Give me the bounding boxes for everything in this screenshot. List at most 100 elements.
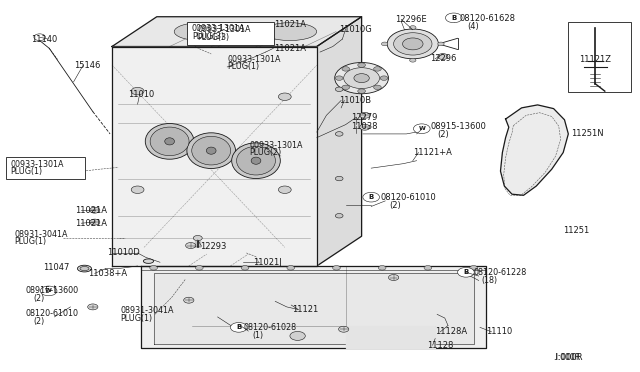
Ellipse shape xyxy=(164,138,175,145)
Ellipse shape xyxy=(174,23,228,41)
Ellipse shape xyxy=(335,76,343,80)
Text: 12279: 12279 xyxy=(351,113,377,122)
Ellipse shape xyxy=(335,176,343,181)
Polygon shape xyxy=(500,105,568,195)
Ellipse shape xyxy=(388,275,399,280)
Ellipse shape xyxy=(278,93,291,100)
Text: 00933-1301A: 00933-1301A xyxy=(10,160,64,169)
Text: 11110: 11110 xyxy=(486,327,513,336)
Ellipse shape xyxy=(342,85,349,90)
Ellipse shape xyxy=(438,54,448,60)
Text: 00933-1301A: 00933-1301A xyxy=(192,24,246,33)
Ellipse shape xyxy=(333,266,340,270)
Text: (18): (18) xyxy=(481,276,497,285)
Text: 08120-61028: 08120-61028 xyxy=(243,323,296,332)
Text: 08931-3041A: 08931-3041A xyxy=(120,306,174,315)
Ellipse shape xyxy=(88,304,98,310)
Text: PLUG(3): PLUG(3) xyxy=(197,33,229,42)
Ellipse shape xyxy=(187,133,236,169)
Ellipse shape xyxy=(241,266,249,270)
Text: 11128A: 11128A xyxy=(435,327,467,336)
Ellipse shape xyxy=(40,286,57,296)
Ellipse shape xyxy=(80,266,89,271)
Ellipse shape xyxy=(217,23,271,41)
Ellipse shape xyxy=(374,85,381,90)
Text: PLUG(1): PLUG(1) xyxy=(10,167,42,176)
Text: 11010G: 11010G xyxy=(339,25,372,34)
Ellipse shape xyxy=(77,265,92,272)
Ellipse shape xyxy=(335,87,343,92)
Ellipse shape xyxy=(438,42,444,46)
Text: 11251N: 11251N xyxy=(572,129,604,138)
Text: 11010: 11010 xyxy=(128,90,154,99)
Polygon shape xyxy=(346,326,435,348)
Ellipse shape xyxy=(378,266,386,270)
Text: B: B xyxy=(236,324,241,330)
Ellipse shape xyxy=(290,331,305,340)
FancyBboxPatch shape xyxy=(568,22,631,92)
Text: W: W xyxy=(419,126,425,131)
Text: 11140: 11140 xyxy=(31,35,57,44)
Ellipse shape xyxy=(335,62,388,94)
Polygon shape xyxy=(154,273,474,344)
Text: 12296: 12296 xyxy=(430,54,456,63)
Ellipse shape xyxy=(358,89,365,93)
Text: 11021J: 11021J xyxy=(253,258,282,267)
Ellipse shape xyxy=(131,87,144,95)
Text: B: B xyxy=(451,15,456,21)
Ellipse shape xyxy=(363,192,380,202)
Polygon shape xyxy=(112,17,362,46)
Ellipse shape xyxy=(143,259,154,263)
Ellipse shape xyxy=(131,186,144,193)
Ellipse shape xyxy=(145,124,194,159)
Ellipse shape xyxy=(184,297,194,303)
Ellipse shape xyxy=(360,112,370,118)
Text: PLUG(2): PLUG(2) xyxy=(250,148,282,157)
Text: (2): (2) xyxy=(437,130,449,139)
Ellipse shape xyxy=(380,76,388,80)
Ellipse shape xyxy=(394,33,432,55)
Text: 12296E: 12296E xyxy=(396,15,427,24)
Text: 00933-1301A: 00933-1301A xyxy=(250,141,303,150)
Text: .I:000R: .I:000R xyxy=(554,353,583,362)
Text: 08915-13600: 08915-13600 xyxy=(26,286,79,295)
Ellipse shape xyxy=(342,67,349,71)
Ellipse shape xyxy=(381,42,388,46)
Ellipse shape xyxy=(195,266,203,270)
Text: 11128: 11128 xyxy=(428,341,454,350)
Ellipse shape xyxy=(150,266,157,270)
Ellipse shape xyxy=(278,186,291,193)
Ellipse shape xyxy=(186,243,196,248)
Text: 00933-1301A: 00933-1301A xyxy=(227,55,281,64)
Text: 11251: 11251 xyxy=(563,226,589,235)
Text: 08120-61010: 08120-61010 xyxy=(26,309,79,318)
Polygon shape xyxy=(317,17,362,266)
Ellipse shape xyxy=(150,127,189,155)
Text: 11047: 11047 xyxy=(44,263,70,272)
Ellipse shape xyxy=(410,58,416,62)
Ellipse shape xyxy=(193,235,202,241)
Text: 11121Z: 11121Z xyxy=(579,55,611,64)
Ellipse shape xyxy=(358,63,365,67)
Text: (2): (2) xyxy=(33,317,45,326)
Text: B: B xyxy=(463,269,468,275)
Text: 11021A: 11021A xyxy=(274,44,306,53)
Text: (2): (2) xyxy=(33,294,45,303)
Ellipse shape xyxy=(230,323,247,332)
Text: PLUG(3): PLUG(3) xyxy=(192,32,224,41)
Text: 11038: 11038 xyxy=(351,122,377,131)
Ellipse shape xyxy=(237,147,275,175)
Ellipse shape xyxy=(232,143,280,179)
Text: 11021A: 11021A xyxy=(76,206,108,215)
Ellipse shape xyxy=(90,207,100,213)
Ellipse shape xyxy=(354,74,369,83)
Ellipse shape xyxy=(335,132,343,136)
Text: PLUG(1): PLUG(1) xyxy=(120,314,152,323)
Text: 00933-1301A: 00933-1301A xyxy=(197,25,251,34)
Text: PLUG(1): PLUG(1) xyxy=(227,62,259,71)
Ellipse shape xyxy=(470,266,477,270)
Text: 12293: 12293 xyxy=(200,242,226,251)
Ellipse shape xyxy=(335,214,343,218)
Polygon shape xyxy=(141,266,486,348)
Ellipse shape xyxy=(360,124,370,130)
